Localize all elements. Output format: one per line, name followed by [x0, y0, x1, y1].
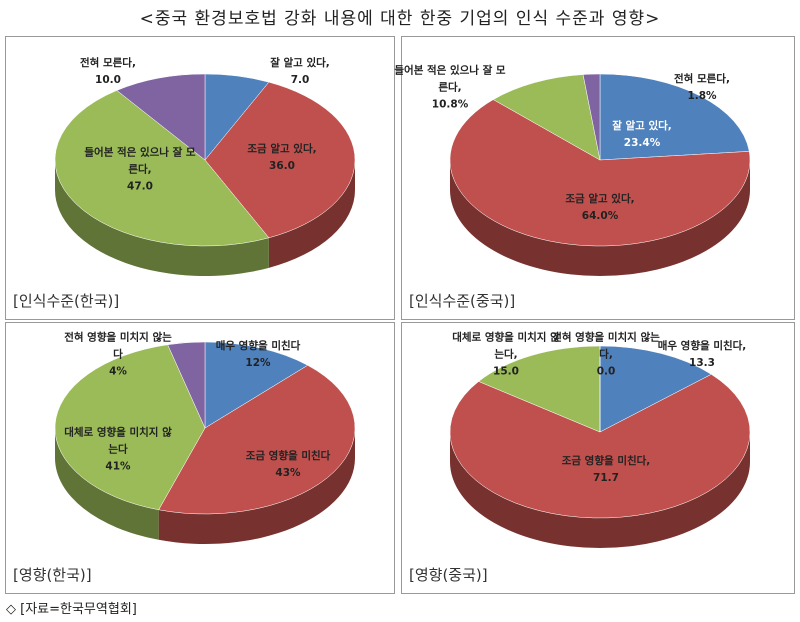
source: ◇ [자료=한국무역협회] [6, 602, 137, 617]
main-title: <중국 환경보호법 강화 내용에 대한 한중 기업의 인식 수준과 영향> [139, 9, 661, 29]
pie-slice [599, 73, 750, 161]
pie-side [55, 428, 159, 540]
pie-side [450, 160, 750, 276]
slice-category: 조금 영향을 미친다, [561, 455, 651, 467]
slice-category: 매우 영향을 미친다, [657, 340, 747, 352]
slice-label: 매우 영향을 미친다, 13.3 [646, 338, 758, 372]
pie-side [158, 428, 355, 544]
slice-label: 들어본 적은 있으나 잘 모른다, 47.0 [84, 145, 196, 196]
slice-value: 36.0 [269, 160, 295, 172]
slice-value: 23.4% [623, 137, 661, 149]
pie-slice [449, 99, 751, 247]
slice-category: 조금 영향을 미친다 [245, 450, 331, 462]
slice-value: 71.7 [593, 472, 619, 484]
slice-category: 대체로 영향을 미치지 않는다, [452, 331, 560, 361]
pie-slice [478, 345, 601, 433]
panel-caption: [인식수준(한국)] [13, 292, 120, 310]
slice-category: 전혀 모른다, [674, 73, 730, 85]
pie-slice [449, 374, 751, 519]
slice-value: 64.0% [581, 210, 619, 222]
pie-slice [492, 74, 601, 161]
slice-label: 들어본 적은 있으나 잘 모른다, 10.8% [394, 63, 506, 114]
slice-value: 10.0 [95, 74, 121, 86]
slice-value: 43% [275, 467, 301, 479]
slice-label: 전혀 모른다, 1.8% [646, 71, 758, 105]
slice-label: 매우 영향을 미친다 12% [202, 338, 314, 372]
pie-slice [116, 73, 206, 161]
slice-label: 전혀 영향을 미치지 않는다, 0.0 [550, 330, 662, 381]
slice-label: 전혀 영향을 미치지 않는다 4% [62, 330, 174, 381]
slice-category: 잘 알고 있다, [270, 57, 330, 69]
slice-label: 대체로 영향을 미치지 않는다 41% [62, 425, 174, 476]
slice-value: 47.0 [127, 180, 153, 193]
panel [401, 322, 795, 594]
slice-value: 7.0 [290, 74, 310, 86]
slice-label: 조금 알고 있다, 36.0 [226, 141, 338, 175]
slice-label: 조금 영향을 미친다 43% [232, 448, 344, 482]
slice-value: 15.0 [493, 365, 519, 378]
panel-caption: [인식수준(중국)] [409, 292, 516, 310]
pie-side [450, 432, 750, 548]
pie-slice [54, 344, 206, 511]
panel [5, 36, 395, 320]
slice-category: 조금 알고 있다, [565, 193, 635, 205]
pie-slice [167, 341, 206, 429]
slice-value: 12% [245, 357, 271, 369]
panel [401, 36, 795, 320]
slice-category: 들어본 적은 있으나 잘 모른다, [394, 64, 506, 94]
slice-value: 41% [105, 460, 131, 473]
pie-slice [158, 365, 356, 515]
slice-value: 10.8% [431, 98, 469, 111]
panel-caption: [영향(한국)] [13, 566, 92, 584]
slice-label: 대체로 영향을 미치지 않는다, 15.0 [450, 330, 562, 381]
slice-category: 조금 알고 있다, [247, 143, 317, 155]
pie-slice [204, 341, 309, 429]
slice-label: 전혀 모른다, 10.0 [52, 55, 164, 89]
slice-category: 대체로 영향을 미치지 않는다 [64, 426, 172, 456]
slice-value: 1.8% [687, 90, 717, 102]
slice-category: 전혀 모른다, [80, 57, 136, 69]
slice-label: 잘 알고 있다, 7.0 [244, 55, 356, 89]
slice-label: 조금 영향을 미친다, 71.7 [550, 453, 662, 487]
pie-side [268, 160, 355, 268]
slice-value: 4% [109, 365, 127, 378]
slice-category: 전혀 영향을 미치지 않는다, [552, 331, 660, 361]
slice-value: 0.0 [596, 365, 616, 378]
pie-slice [599, 345, 712, 433]
pie-slice [582, 73, 601, 161]
panel [5, 322, 395, 594]
slice-category: 전혀 영향을 미치지 않는다 [64, 331, 172, 361]
slice-value: 13.3 [689, 357, 715, 369]
slice-category: 매우 영향을 미친다 [215, 340, 301, 352]
pie-slice [54, 90, 270, 247]
pie-side [54, 160, 269, 276]
panel-caption: [영향(중국)] [409, 566, 488, 584]
slice-label: 조금 알고 있다, 64.0% [544, 191, 656, 225]
slice-category: 들어본 적은 있으나 잘 모른다, [84, 146, 196, 176]
pie-slice [204, 81, 356, 239]
slice-category: 잘 알고 있다, [612, 120, 672, 132]
slice-label: 잘 알고 있다, 23.4% [586, 118, 698, 152]
